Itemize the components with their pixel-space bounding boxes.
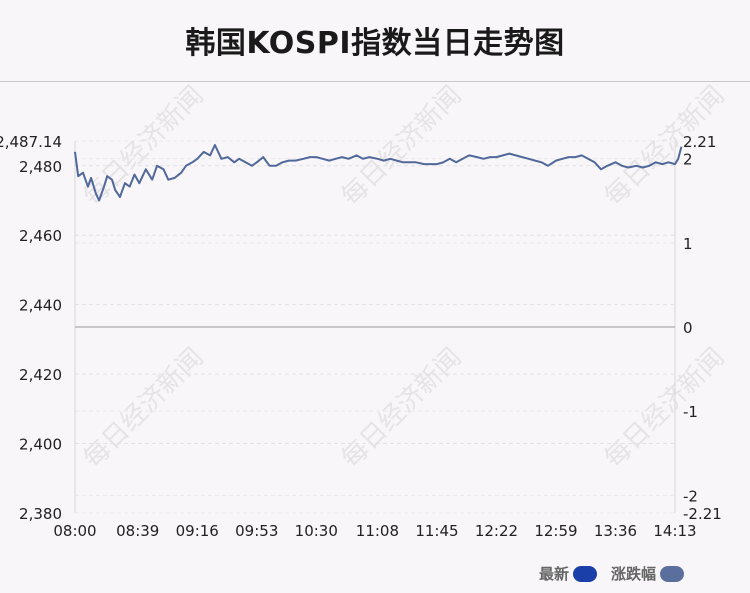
legend-swatch-change bbox=[660, 565, 684, 582]
y-left-tick-label: 2,487.14 bbox=[0, 133, 62, 151]
legend-swatch-latest bbox=[572, 565, 597, 582]
y-right-tick-label: 2.21 bbox=[683, 133, 716, 151]
x-tick-label: 12:22 bbox=[475, 522, 518, 540]
y-left-tick-label: 2,480 bbox=[19, 158, 62, 176]
x-tick-label: 09:53 bbox=[235, 522, 278, 540]
y-left-tick-label: 2,380 bbox=[19, 505, 62, 523]
y-right-tick-label: 2 bbox=[683, 151, 693, 169]
chart-title: 韩国KOSPI指数当日走势图 bbox=[185, 26, 565, 61]
x-tick-label: 11:45 bbox=[415, 522, 458, 540]
x-tick-label: 13:36 bbox=[594, 522, 637, 540]
y-right-tick-label: -2 bbox=[683, 487, 698, 505]
y-left-tick-label: 2,460 bbox=[19, 227, 62, 245]
series-line-latest bbox=[74, 144, 683, 202]
x-tick-label: 12:59 bbox=[534, 522, 577, 540]
x-tick-label: 08:39 bbox=[116, 522, 159, 540]
x-tick-label: 11:08 bbox=[356, 522, 399, 540]
legend-label-latest: 最新 bbox=[538, 565, 569, 583]
title-divider bbox=[0, 81, 750, 82]
legend: 最新 涨跌幅 bbox=[539, 563, 684, 584]
x-tick-label: 08:00 bbox=[53, 522, 96, 540]
y-left-tick-label: 2,420 bbox=[19, 366, 62, 384]
y-right-tick-label: -2.21 bbox=[683, 505, 722, 523]
legend-label-change: 涨跌幅 bbox=[610, 565, 656, 583]
x-tick-label: 09:16 bbox=[176, 522, 219, 540]
legend-item-latest[interactable]: 最新 bbox=[539, 563, 597, 584]
left-axis-ticks: 2,380 2,400 2,420 2,440 2,460 2,480 2,487.14 bbox=[0, 133, 62, 523]
y-right-tick-label: 1 bbox=[683, 235, 693, 253]
x-tick-label: 10:30 bbox=[295, 522, 338, 540]
x-axis-ticks: 08:00 08:39 09:16 09:53 10:30 11:08 11:45 12:22… bbox=[53, 522, 696, 540]
right-axis-ticks: -2.21-2 -1 0 1 22.21 bbox=[683, 133, 722, 523]
y-right-tick-label: -1 bbox=[683, 403, 698, 421]
y-left-tick-label: 2,400 bbox=[19, 436, 62, 454]
y-right-tick-label: 0 bbox=[683, 319, 693, 337]
x-tick-label: 14:13 bbox=[653, 522, 696, 540]
grid-lines bbox=[75, 140, 675, 514]
legend-item-change[interactable]: 涨跌幅 bbox=[611, 563, 684, 584]
y-left-tick-label: 2,440 bbox=[19, 297, 62, 315]
